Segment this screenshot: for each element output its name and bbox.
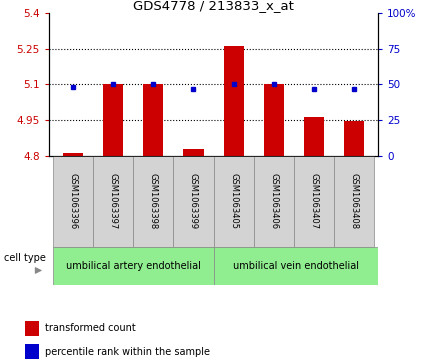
Bar bbox=[53, 247, 214, 285]
Text: GSM1063399: GSM1063399 bbox=[189, 174, 198, 229]
Text: umbilical vein endothelial: umbilical vein endothelial bbox=[233, 261, 359, 271]
Bar bbox=[264, 85, 284, 156]
Text: cell type: cell type bbox=[4, 253, 46, 262]
Bar bbox=[213, 156, 254, 247]
Bar bbox=[344, 122, 364, 156]
Text: transformed count: transformed count bbox=[45, 323, 136, 333]
Bar bbox=[213, 247, 378, 285]
Text: percentile rank within the sample: percentile rank within the sample bbox=[45, 347, 210, 357]
Text: umbilical artery endothelial: umbilical artery endothelial bbox=[66, 261, 201, 271]
Text: GSM1063406: GSM1063406 bbox=[269, 174, 278, 229]
Bar bbox=[224, 46, 244, 156]
Text: GSM1063405: GSM1063405 bbox=[229, 174, 238, 229]
Text: GSM1063408: GSM1063408 bbox=[350, 174, 359, 229]
Bar bbox=[103, 85, 123, 156]
Bar bbox=[25, 344, 39, 359]
Bar bbox=[254, 156, 294, 247]
Bar bbox=[294, 156, 334, 247]
Text: GSM1063397: GSM1063397 bbox=[109, 174, 118, 229]
Text: GSM1063407: GSM1063407 bbox=[309, 174, 318, 229]
Bar bbox=[93, 156, 133, 247]
Bar bbox=[173, 156, 214, 247]
Title: GDS4778 / 213833_x_at: GDS4778 / 213833_x_at bbox=[133, 0, 294, 12]
Text: GSM1063396: GSM1063396 bbox=[68, 174, 77, 229]
Bar bbox=[334, 156, 374, 247]
Bar bbox=[143, 85, 163, 156]
Text: GSM1063398: GSM1063398 bbox=[149, 174, 158, 229]
Bar bbox=[184, 149, 204, 156]
Bar bbox=[53, 156, 93, 247]
Bar bbox=[133, 156, 173, 247]
Bar bbox=[63, 152, 83, 156]
Bar bbox=[304, 117, 324, 156]
Bar bbox=[25, 321, 39, 336]
